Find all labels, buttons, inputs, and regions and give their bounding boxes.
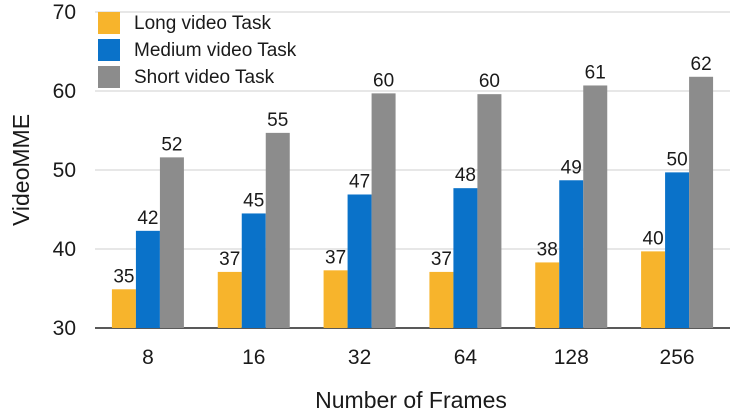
data-label: 38 xyxy=(537,239,558,260)
bar xyxy=(641,251,666,328)
bar xyxy=(429,271,454,328)
x-tick-label: 16 xyxy=(242,346,265,369)
bar xyxy=(159,157,184,328)
data-label: 37 xyxy=(219,249,240,270)
bar xyxy=(135,230,160,328)
y-axis-title: VideoMME xyxy=(8,114,34,226)
bar xyxy=(265,132,290,328)
x-axis-title: Number of Frames xyxy=(315,387,507,413)
bar xyxy=(689,76,714,328)
x-tick-label: 64 xyxy=(454,346,478,369)
data-label: 52 xyxy=(161,134,182,155)
data-label: 35 xyxy=(113,266,134,287)
y-tick-label: 70 xyxy=(53,1,76,24)
bar xyxy=(217,271,242,328)
data-label: 37 xyxy=(431,249,452,270)
data-label: 50 xyxy=(667,149,688,170)
legend-swatch xyxy=(98,66,120,88)
bar xyxy=(583,85,608,328)
data-label: 62 xyxy=(691,54,712,75)
data-label: 45 xyxy=(243,190,264,211)
data-label: 60 xyxy=(479,71,500,92)
bar xyxy=(323,270,348,328)
data-label: 60 xyxy=(373,70,394,91)
y-axis-ticks: 30 40 50 60 70 xyxy=(53,1,76,340)
legend-label: Short video Task xyxy=(134,67,275,88)
bar xyxy=(559,180,584,328)
legend-label: Medium video Task xyxy=(134,40,297,61)
bar xyxy=(535,262,560,328)
x-tick-label: 8 xyxy=(142,346,154,369)
data-label: 40 xyxy=(643,228,664,249)
bar xyxy=(371,93,396,329)
x-tick-label: 32 xyxy=(348,346,371,369)
bar xyxy=(241,213,266,328)
bar xyxy=(665,172,690,328)
bar xyxy=(477,94,502,328)
data-label: 37 xyxy=(325,247,346,268)
data-labels: 35 42 52 37 45 55 37 47 60 37 48 60 38 49 61 40 50 62 xyxy=(113,54,711,288)
bars xyxy=(111,76,714,329)
y-tick-label: 60 xyxy=(53,80,76,103)
x-tick-label: 256 xyxy=(660,346,695,369)
legend: Long video Task Medium video Task Short vi… xyxy=(98,12,297,88)
data-label: 47 xyxy=(349,171,370,192)
y-tick-label: 30 xyxy=(53,317,76,340)
bar xyxy=(111,289,136,328)
y-tick-label: 40 xyxy=(53,238,76,261)
legend-swatch xyxy=(98,12,120,34)
legend-swatch xyxy=(98,39,120,61)
bar xyxy=(347,194,372,328)
data-label: 48 xyxy=(455,165,476,186)
legend-label: Long video Task xyxy=(134,13,271,34)
y-tick-label: 50 xyxy=(53,159,76,182)
data-label: 42 xyxy=(137,208,158,229)
x-axis-ticks: 8 16 32 64 128 256 xyxy=(142,346,695,369)
gridlines xyxy=(95,11,730,329)
data-label: 49 xyxy=(561,157,582,178)
bar xyxy=(453,188,478,328)
data-label: 55 xyxy=(267,110,288,131)
data-label: 61 xyxy=(585,62,606,83)
x-tick-label: 128 xyxy=(554,346,589,369)
